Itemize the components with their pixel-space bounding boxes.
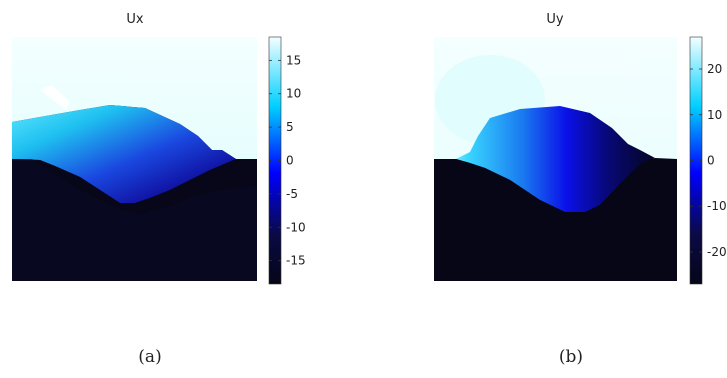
colorbar-tick-label: -5 (286, 187, 298, 201)
colorbar-tick-label: 0 (286, 154, 294, 168)
subfigure-caption: (a) (138, 347, 161, 367)
colorbar-tick-label: 5 (286, 120, 294, 134)
field-plot (12, 37, 257, 281)
subfigure-caption: (b) (559, 347, 583, 367)
colorbar-tick-label: 10 (286, 87, 301, 101)
colorbar-tick-label: 0 (707, 154, 715, 168)
panel-uy: Uy 20 10 0 -10 -20 (b) (434, 12, 727, 367)
colorbar-tick-label: -20 (707, 245, 727, 259)
colorbar-tick-label: 15 (286, 53, 301, 67)
colorbar-ticks: 15 10 5 0 -5 -10 -15 (269, 53, 306, 268)
colorbar-ticks: 20 10 0 -10 -20 (690, 62, 727, 259)
colorbar-tick-label: -15 (286, 254, 306, 268)
panel-ux: Ux 15 10 5 0 -5 -10 -15 (a) (12, 12, 306, 367)
colorbar-tick-label: 10 (707, 108, 722, 122)
colorbar-tick-label: 20 (707, 62, 722, 76)
chart-title: Uy (546, 12, 564, 27)
chart-title: Ux (126, 12, 144, 27)
colorbar-tick-label: -10 (286, 220, 306, 234)
colorbar-tick-label: -10 (707, 199, 727, 213)
field-plot (434, 37, 677, 281)
